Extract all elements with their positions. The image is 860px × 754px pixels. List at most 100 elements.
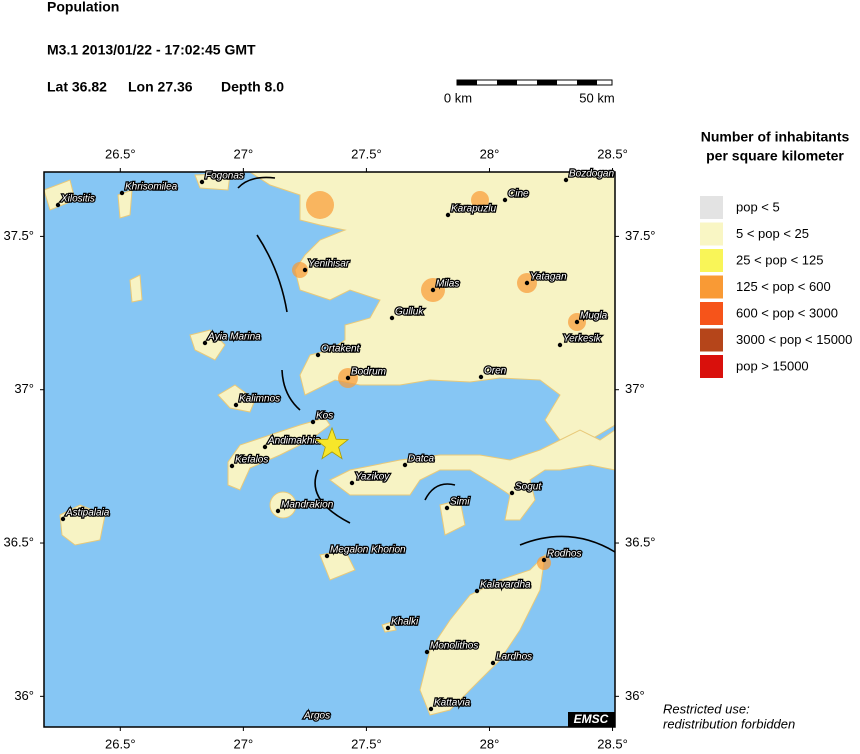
depth: Depth 8.0 (221, 79, 284, 95)
town-dot (202, 340, 208, 346)
title: Population (47, 0, 119, 15)
place-label: Mugla (580, 311, 608, 322)
legend-swatch (700, 302, 723, 325)
town-dot (349, 480, 355, 486)
legend-swatch (700, 328, 723, 352)
place-label: Megalon Khorion (330, 545, 406, 556)
town-dot (509, 490, 515, 496)
place-label: Kattavia (434, 698, 471, 709)
place-label: Yerkesik (563, 334, 602, 345)
place-label: Bodrum (351, 367, 386, 378)
x-tick-label: 26.5° (105, 736, 136, 749)
place-label: Cine (508, 189, 529, 200)
legend-swatch (700, 249, 723, 272)
x-tick-label: 28° (480, 146, 500, 161)
town-dot (444, 505, 450, 511)
town-dot (302, 267, 308, 273)
lon: Lon 27.36 (128, 79, 193, 95)
place-label: Ortakent (321, 344, 361, 355)
town-dot (424, 649, 430, 655)
town-dot (199, 179, 205, 185)
scale-bar (456, 79, 613, 86)
badge: EMSC (574, 712, 609, 726)
town-dot (563, 177, 569, 183)
town-dot (233, 402, 239, 408)
place-label: Fogonas (205, 171, 244, 182)
event: M3.1 2013/01/22 - 17:02:45 GMT (47, 42, 256, 58)
place-label: Yatagan (530, 272, 567, 283)
town-dot (478, 374, 484, 380)
place-label: Lardhos (496, 652, 532, 663)
town-dot (430, 287, 436, 293)
legend-swatch (700, 222, 723, 246)
legend-label: 5 < pop < 25 (736, 226, 809, 241)
legend-title: per square kilometer (706, 148, 844, 164)
place-label: Milas (436, 279, 459, 290)
place-label: Yazikoy (355, 472, 390, 483)
town-dot (119, 190, 125, 196)
place-label: Datca (408, 454, 435, 465)
town-dot (541, 557, 547, 563)
town-dot (275, 508, 281, 514)
legend-label: 125 < pop < 600 (736, 279, 831, 294)
y-tick-label: 37.5° (625, 228, 656, 243)
town-dot (385, 625, 391, 631)
town-dot (490, 660, 496, 666)
place-label: Xilositis (60, 194, 95, 205)
y-tick-label: 36° (625, 688, 645, 703)
legend-label: 3000 < pop < 15000 (736, 332, 852, 347)
town-dot (389, 315, 395, 321)
legend-label: 25 < pop < 125 (736, 252, 823, 267)
place-label: Argos (303, 711, 330, 722)
place-label: Oren (484, 366, 507, 377)
place-label: Mandrakion (281, 500, 334, 511)
epicenter (314, 426, 350, 460)
town-dot (229, 463, 235, 469)
x-tick-label: 27.5° (351, 736, 382, 749)
lat: Lat 36.82 (47, 79, 107, 95)
town-dot (310, 419, 316, 425)
legend-title: Number of inhabitants (701, 129, 850, 145)
legend-swatch (700, 355, 723, 378)
place-label: Sogut (515, 482, 542, 493)
scale-start: 0 km (444, 90, 472, 105)
place-label: Astipalaia (65, 508, 110, 519)
place-label: Monolithos (430, 641, 478, 652)
place-label: Gulluk (395, 307, 424, 318)
x-tick-label: 27.5° (351, 146, 382, 161)
place-label: Yenihisar (308, 259, 350, 270)
town-dot (524, 280, 530, 286)
place-label: Bozdogan (569, 169, 614, 180)
y-tick-label: 37° (625, 381, 645, 396)
town-dot (55, 202, 61, 208)
legend-swatch (700, 275, 723, 299)
town-dot (428, 706, 434, 712)
x-tick-label: 27° (234, 146, 254, 161)
town-dot (315, 352, 321, 358)
place-label: Kalimnos (239, 394, 280, 405)
y-tick-label: 36.5° (3, 534, 34, 549)
place-label: Karapuzlu (451, 204, 496, 215)
town-dot (557, 342, 563, 348)
place-label: Kos (316, 411, 333, 422)
note-line: redistribution forbidden (663, 716, 795, 731)
y-tick-label: 37.5° (3, 228, 34, 243)
y-tick-label: 36.5° (625, 534, 656, 549)
town-dot (324, 553, 330, 559)
town-dot (262, 444, 268, 450)
town-dot (345, 375, 351, 381)
place-label: Khrisomilea (125, 182, 178, 193)
x-tick-label: 26.5° (105, 146, 136, 161)
town-dot (445, 212, 451, 218)
place-label: Simi (450, 497, 470, 508)
y-tick-label: 36° (14, 688, 34, 703)
x-tick-label: 28.5° (597, 736, 628, 749)
x-tick-label: 28° (480, 736, 500, 749)
legend-label: pop < 5 (736, 199, 780, 214)
y-tick-label: 37° (14, 381, 34, 396)
note-line: Restricted use: (663, 701, 750, 716)
place-label: Andimakhia (267, 436, 321, 447)
legend-label: pop > 15000 (736, 358, 809, 373)
legend-swatch (700, 196, 723, 219)
